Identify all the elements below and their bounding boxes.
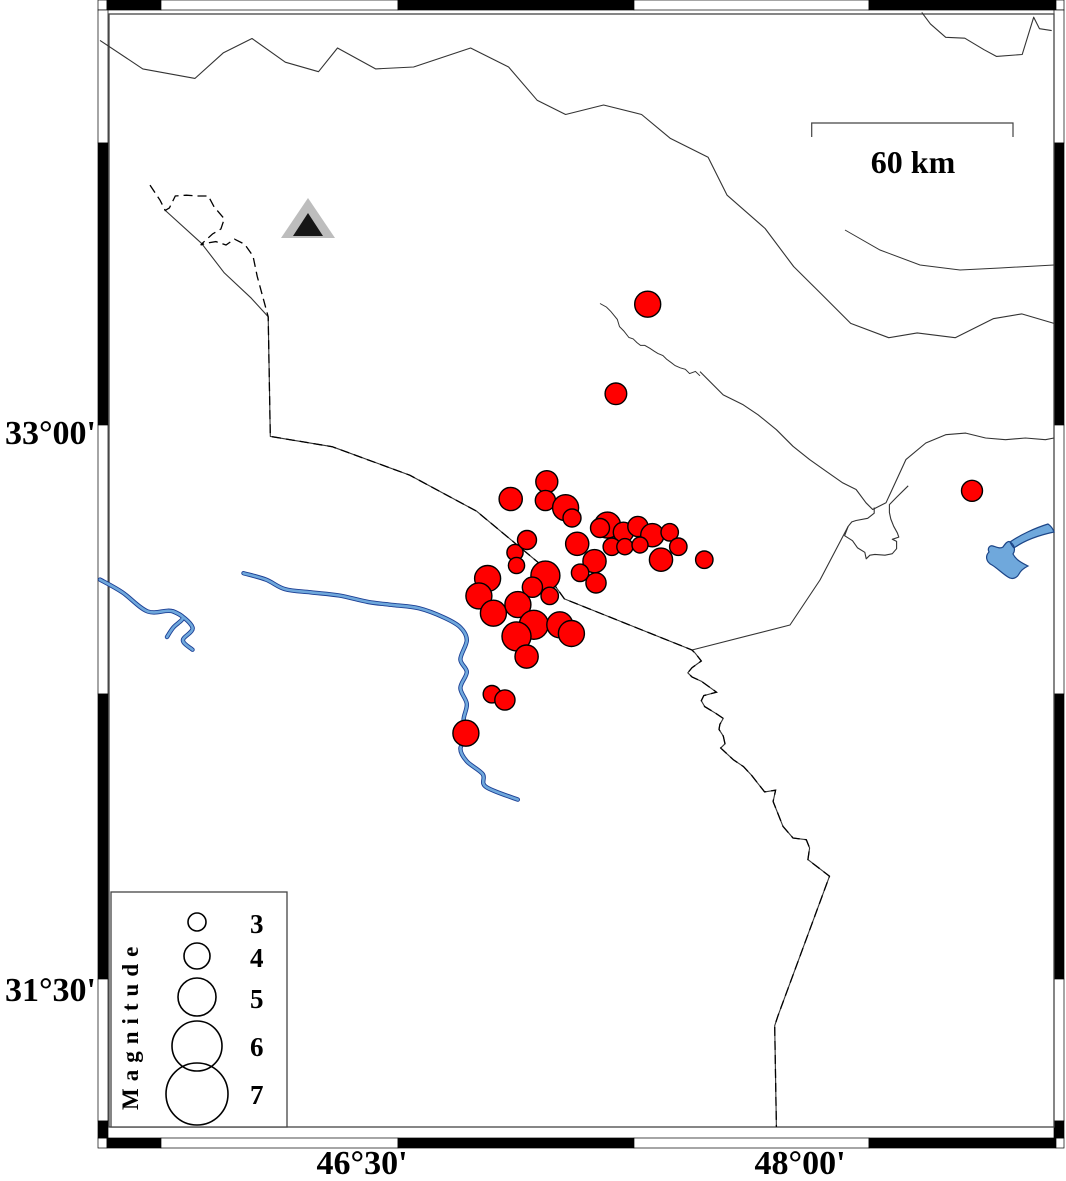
svg-text:5: 5 [250,984,264,1014]
svg-text:3: 3 [250,909,264,939]
svg-text:7: 7 [250,1080,264,1110]
svg-text:46°30': 46°30' [316,1145,407,1176]
svg-text:33°00': 33°00' [5,415,96,452]
svg-text:Magnitude: Magnitude [118,940,143,1110]
svg-text:6: 6 [250,1032,264,1062]
svg-text:31°30': 31°30' [5,972,96,1009]
svg-text:60 km: 60 km [871,144,956,180]
svg-text:48°00': 48°00' [754,1145,845,1176]
svg-text:4: 4 [250,943,264,973]
